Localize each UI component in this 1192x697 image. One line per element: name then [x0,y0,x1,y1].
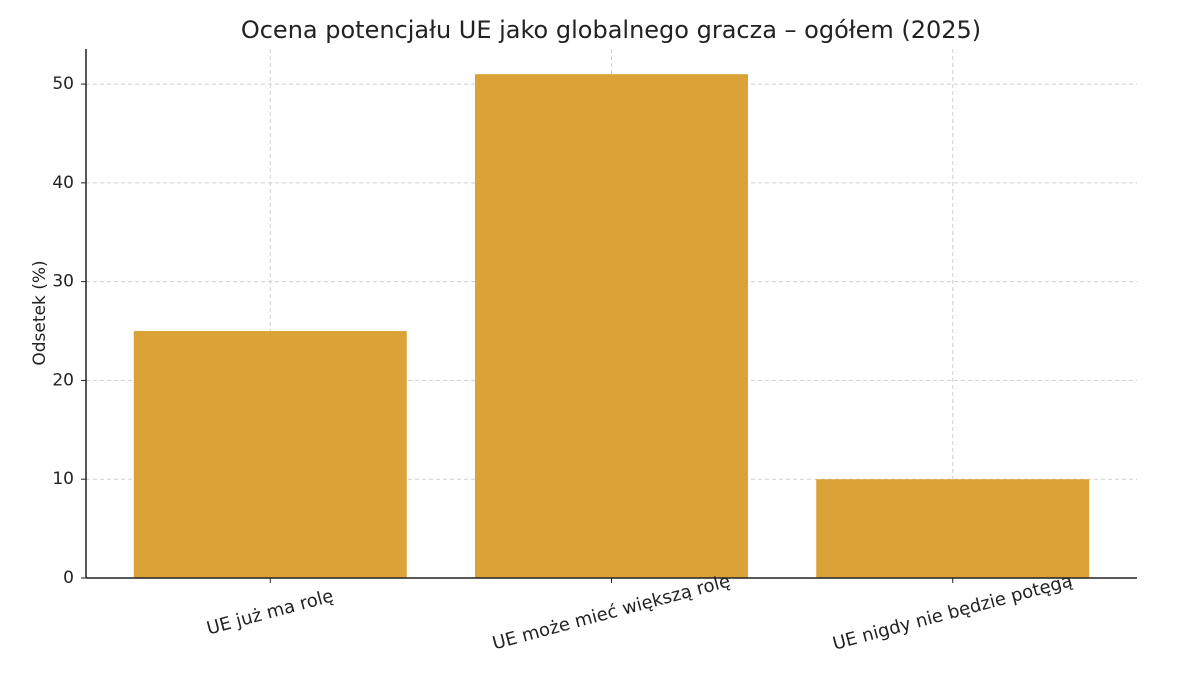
y-tick-label: 0 [63,568,74,588]
y-tick-label: 50 [52,74,74,94]
y-tick-label: 40 [52,173,74,193]
bar [133,331,407,578]
y-axis-label: Odsetek (%) [30,260,50,365]
bar [816,479,1090,578]
bars [133,74,1090,578]
bar [475,74,748,578]
y-tick-label: 10 [52,469,74,489]
x-tick-label: UE nigdy nie będzie potęgą [830,570,1074,654]
x-tick-label: UE już ma rolę [205,586,336,640]
x-tick-label: UE może mieć większą rolę [490,571,732,655]
y-tick-label: 20 [52,370,74,390]
y-tick-label: 30 [52,272,74,292]
chart-title: Ocena potencjału UE jako globalnego grac… [241,16,981,44]
